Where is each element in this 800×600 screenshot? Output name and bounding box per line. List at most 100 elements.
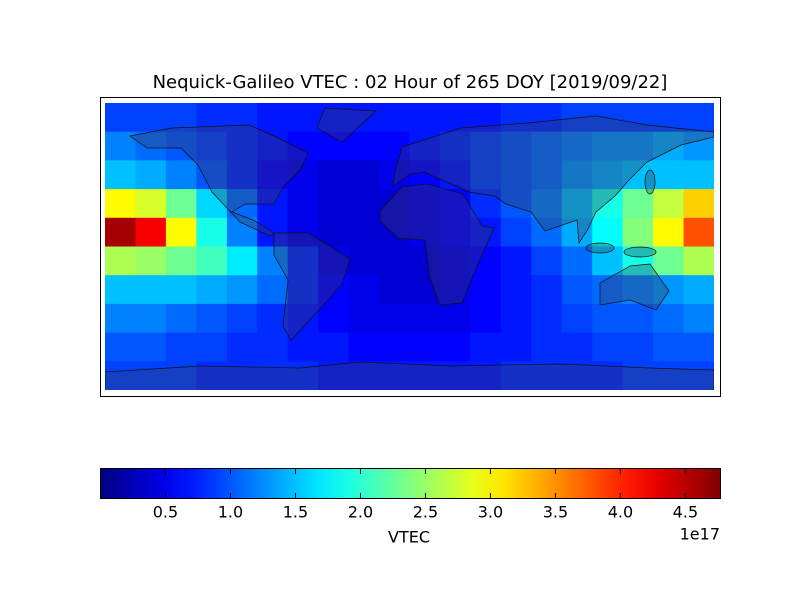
cell xyxy=(287,131,319,161)
cell xyxy=(287,361,319,390)
cell xyxy=(592,246,624,276)
cell xyxy=(531,160,563,190)
cell xyxy=(622,361,654,390)
cell xyxy=(105,332,136,362)
cell xyxy=(379,189,410,219)
cell xyxy=(470,189,502,219)
cell xyxy=(348,160,380,190)
cell xyxy=(561,131,593,161)
cell xyxy=(592,103,624,133)
cell xyxy=(592,189,624,219)
cell xyxy=(500,332,532,362)
cell xyxy=(500,275,532,305)
cell xyxy=(257,160,289,190)
cell xyxy=(196,160,228,190)
cell xyxy=(196,303,228,334)
cell xyxy=(470,303,502,334)
cell xyxy=(287,160,319,190)
cell xyxy=(196,131,228,161)
cell xyxy=(165,246,197,276)
cell xyxy=(500,361,532,390)
cell xyxy=(531,103,563,133)
australia xyxy=(599,263,670,311)
cell xyxy=(561,189,593,219)
cell xyxy=(409,246,441,276)
cell xyxy=(470,361,502,390)
cell xyxy=(470,103,502,133)
cell xyxy=(409,160,441,190)
cell xyxy=(348,275,380,305)
cell xyxy=(531,131,563,161)
cell xyxy=(379,103,410,133)
cell xyxy=(287,103,319,133)
islands xyxy=(585,242,615,254)
map-frame xyxy=(100,97,721,397)
colorbar-label: VTEC xyxy=(388,528,430,547)
cell xyxy=(287,303,319,334)
cell xyxy=(439,275,471,305)
cell xyxy=(439,189,471,219)
cell xyxy=(318,160,350,190)
antarctica xyxy=(105,361,714,390)
cell xyxy=(318,303,350,334)
africa xyxy=(379,183,495,306)
cell xyxy=(683,160,714,190)
cell xyxy=(196,103,228,133)
cell xyxy=(287,275,319,305)
cell xyxy=(622,217,654,247)
cell xyxy=(592,160,624,190)
cell xyxy=(318,275,350,305)
cell xyxy=(379,303,410,334)
cell xyxy=(500,217,532,247)
cell xyxy=(683,361,714,390)
cell xyxy=(257,275,289,305)
cell xyxy=(135,103,167,133)
cell xyxy=(409,103,441,133)
cell xyxy=(683,217,714,247)
cell xyxy=(165,275,197,305)
cell xyxy=(683,189,714,219)
cell xyxy=(500,103,532,133)
cell xyxy=(318,189,350,219)
cell xyxy=(439,131,471,161)
cell xyxy=(257,103,289,133)
cell xyxy=(500,246,532,276)
cell xyxy=(622,131,654,161)
greenland xyxy=(316,107,377,143)
cell xyxy=(439,217,471,247)
cell xyxy=(165,189,197,219)
cell xyxy=(531,189,563,219)
cell xyxy=(622,246,654,276)
cell xyxy=(531,303,563,334)
cell xyxy=(135,246,167,276)
cell xyxy=(470,246,502,276)
cell xyxy=(226,303,258,334)
cell xyxy=(592,131,624,161)
cell xyxy=(622,275,654,305)
cell xyxy=(257,303,289,334)
cell xyxy=(318,332,350,362)
cell xyxy=(105,189,136,219)
cell xyxy=(135,189,167,219)
cell xyxy=(561,332,593,362)
cell xyxy=(653,332,685,362)
cell xyxy=(379,217,410,247)
cell xyxy=(531,246,563,276)
cell xyxy=(287,189,319,219)
cell xyxy=(226,361,258,390)
cell xyxy=(348,246,380,276)
cell xyxy=(409,361,441,390)
cell xyxy=(653,217,685,247)
cell xyxy=(105,275,136,305)
cell xyxy=(287,332,319,362)
cell xyxy=(653,303,685,334)
cell xyxy=(226,275,258,305)
cell xyxy=(683,303,714,334)
colorbar-tick-label: 3.0 xyxy=(478,503,503,522)
cell xyxy=(409,332,441,362)
cell xyxy=(622,332,654,362)
cell xyxy=(531,332,563,362)
cell xyxy=(470,131,502,161)
cell xyxy=(135,361,167,390)
cell xyxy=(592,275,624,305)
